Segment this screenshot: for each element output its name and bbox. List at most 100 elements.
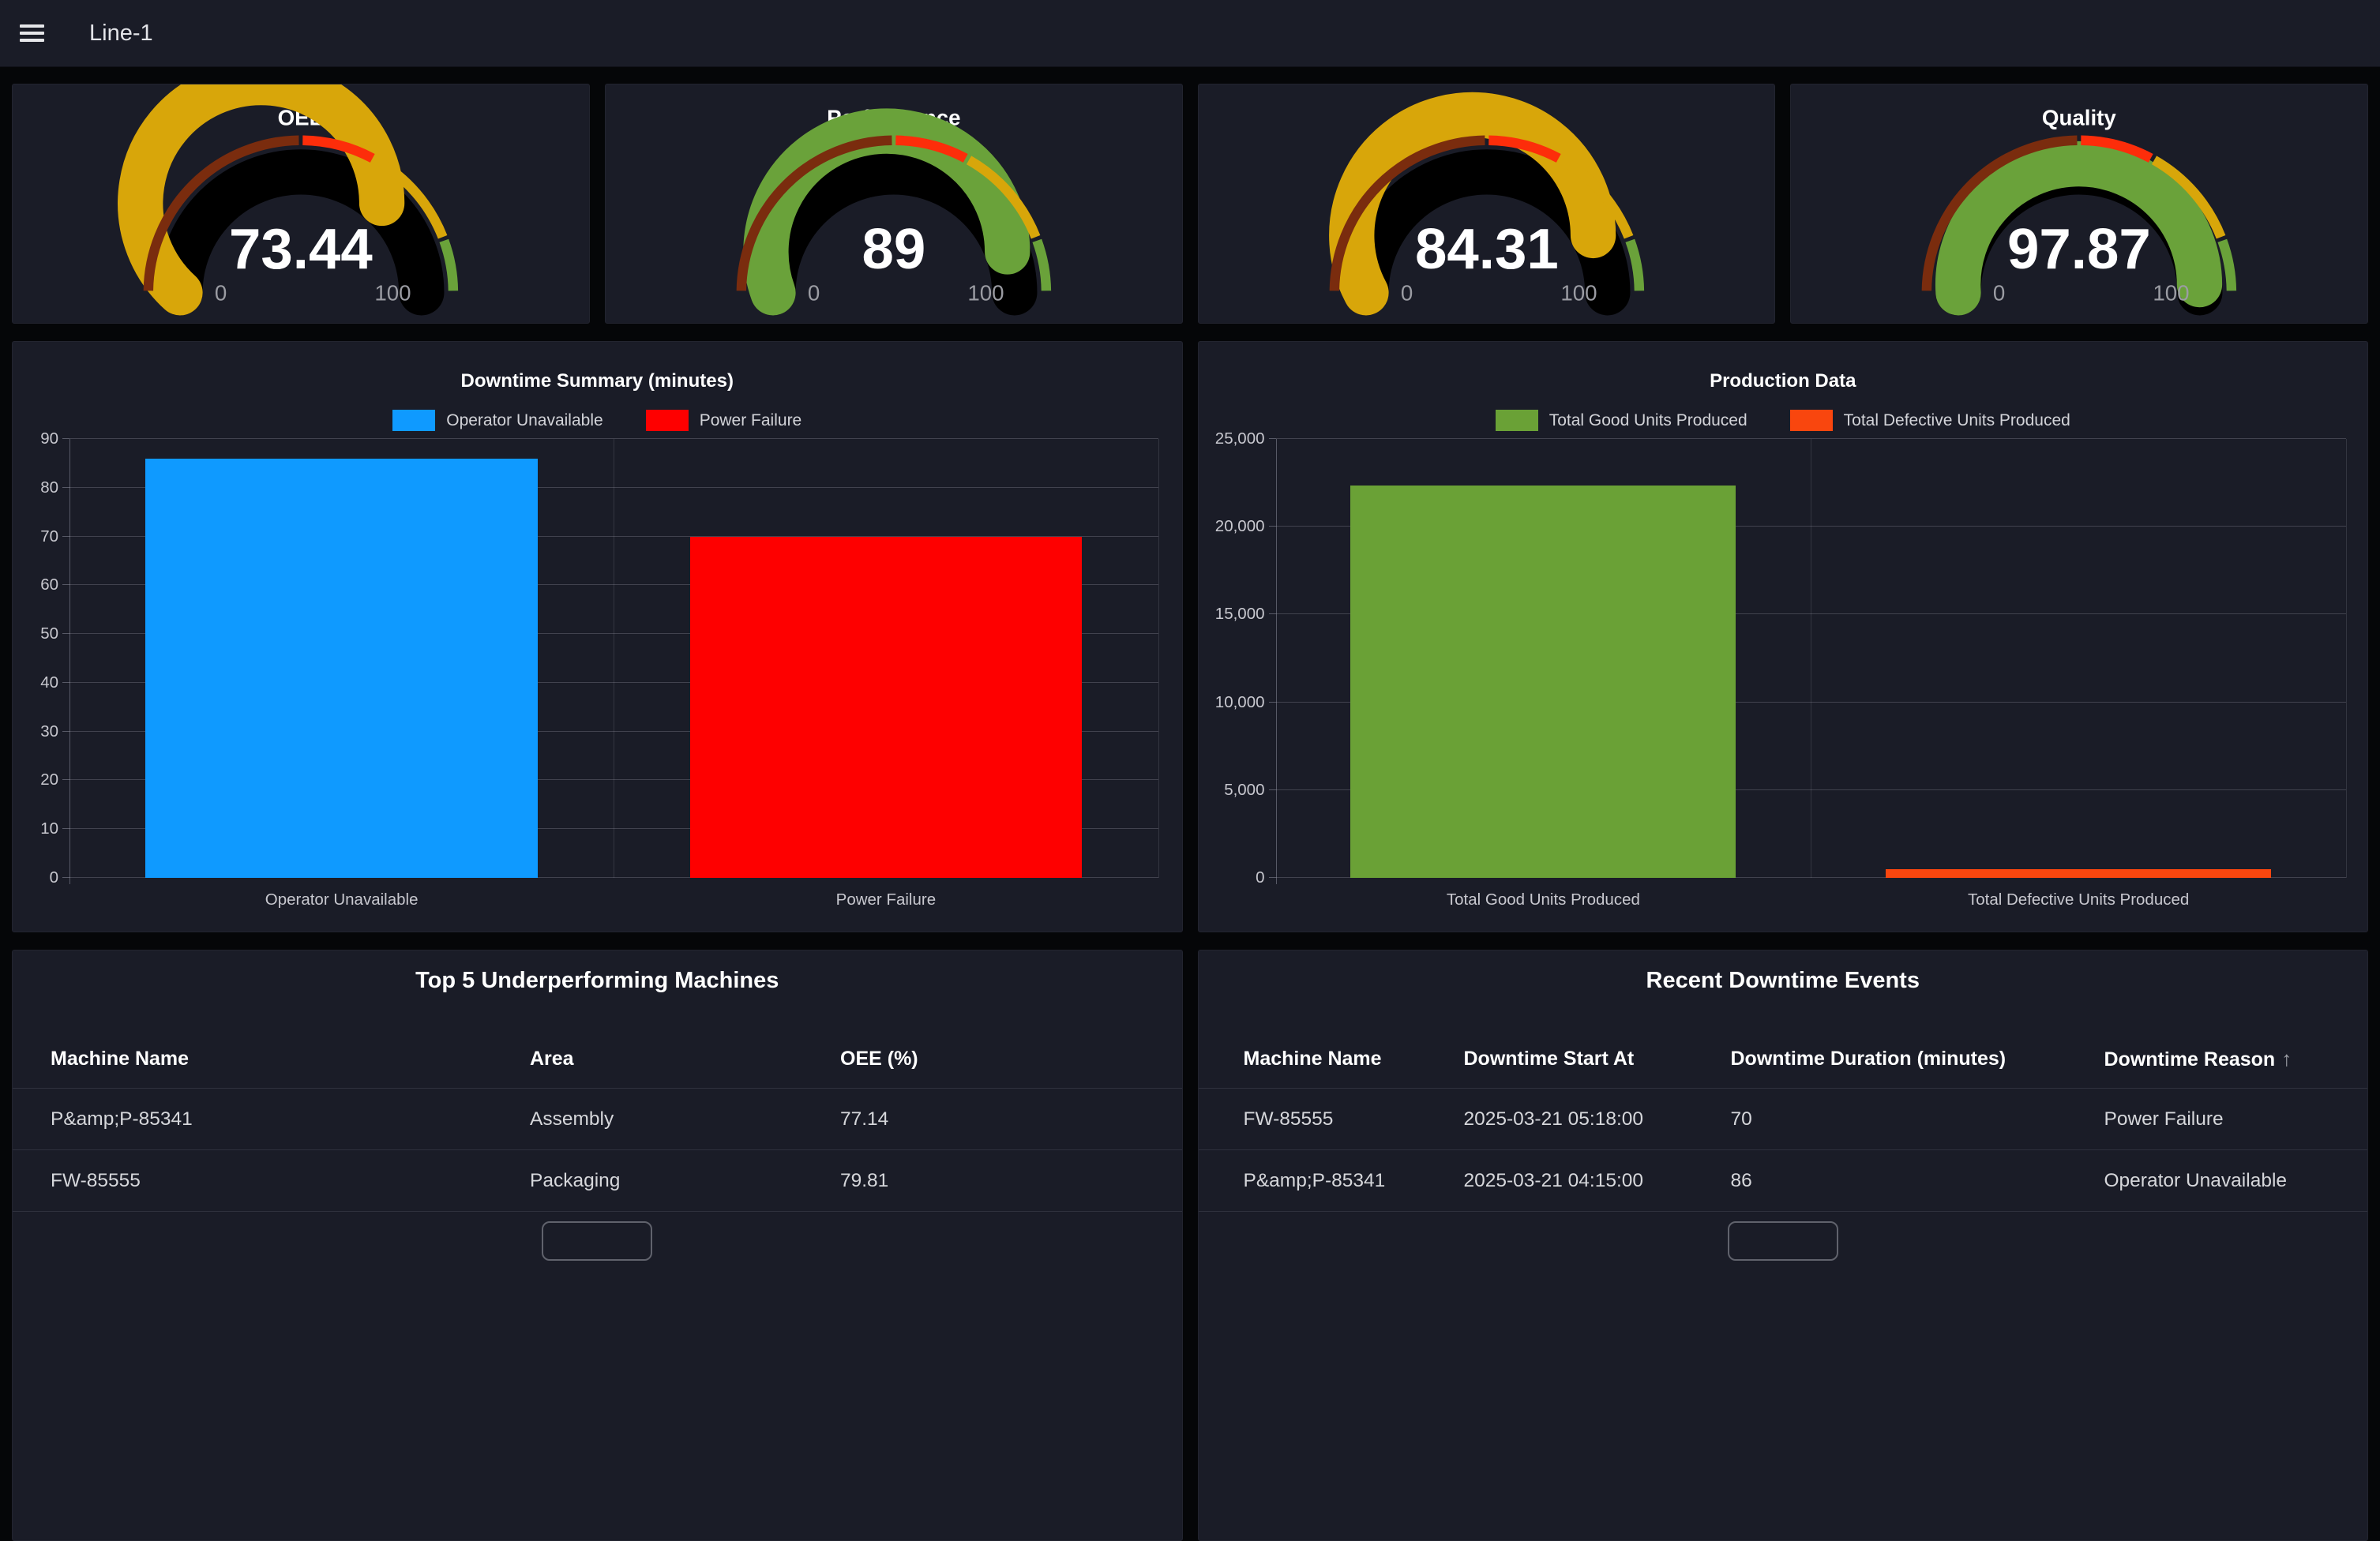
legend-label: Operator Unavailable: [446, 411, 603, 429]
axis-tick: [62, 486, 69, 488]
legend-swatch: [1495, 410, 1538, 431]
x-axis-label: Total Defective Units Produced: [1967, 890, 2190, 909]
panel-title: Production Data: [1710, 370, 1856, 392]
axis-tick: [62, 828, 69, 830]
gauge-max-label: 100: [2153, 280, 2190, 305]
gauge-max-label: 100: [1560, 280, 1597, 305]
y-tick-label: 20,000: [1214, 517, 1265, 536]
legend-item-total-good-units-produced[interactable]: Total Good Units Produced: [1495, 410, 1747, 431]
legend-item-operator-unavailable[interactable]: Operator Unavailable: [392, 410, 603, 431]
gridline: [69, 633, 1158, 635]
gauge-min-label: 0: [215, 280, 227, 305]
table-cell: P&amp;P-85341: [51, 1108, 193, 1130]
axis-tick: [1268, 613, 1276, 615]
gridline: [1275, 613, 2346, 615]
gauge-threshold-band: [1032, 238, 1051, 291]
recent-downtime-events-panel: Recent Downtime Events Machine Name Down…: [1197, 950, 2368, 1541]
bar-operator-unavailable[interactable]: [145, 458, 538, 878]
column-header-downtime-reason[interactable]: Downtime Reason ↑: [2104, 1047, 2368, 1071]
table-row-item: FW-85555 Packaging 79.81: [13, 1149, 1182, 1211]
column-header-downtime-duration[interactable]: Downtime Duration (minutes): [1730, 1048, 2006, 1070]
axis-tick: [62, 730, 69, 732]
gauge-track: [157, 149, 445, 316]
gridline: [1275, 701, 2346, 703]
column-header-downtime-start[interactable]: Downtime Start At: [1463, 1048, 1635, 1070]
table-cell: 79.81: [840, 1169, 889, 1191]
table-row: Top 5 Underperforming Machines Machine N…: [12, 950, 2368, 1541]
y-tick-label: 90: [40, 429, 58, 448]
gridline-vertical: [2346, 439, 2347, 878]
gridline: [69, 486, 1158, 488]
chart-legend: Operator Unavailable Power Failure: [13, 410, 1182, 431]
table-cell: 70: [1730, 1108, 1752, 1130]
gridline-vertical: [1158, 439, 1159, 878]
axis-tick: [1268, 877, 1276, 878]
y-tick-label: 0: [49, 868, 58, 887]
table-row-item: P&amp;P-85341 2025-03-21 04:15:00 86 Ope…: [1198, 1149, 2367, 1211]
table-cell: 2025-03-21 05:18:00: [1463, 1108, 1644, 1130]
quality-gauge: Quality 97.870 100: [1921, 106, 2237, 316]
y-tick-label: 15,000: [1214, 605, 1265, 624]
gauge-value-arc: [743, 108, 1030, 316]
hamburger-menu-icon[interactable]: [15, 16, 50, 51]
column-header-machine-name[interactable]: Machine Name: [51, 1048, 190, 1070]
gridline: [1275, 526, 2346, 527]
table-cell: FW-85555: [51, 1169, 141, 1191]
legend-item-power-failure[interactable]: Power Failure: [645, 410, 801, 431]
table-row-item: FW-85555 2025-03-21 05:18:00 70 Power Fa…: [1198, 1088, 2367, 1149]
gridline: [69, 584, 1158, 586]
axis-tick: [62, 633, 69, 635]
axis-tick: [62, 681, 69, 683]
underperforming-machines-panel: Top 5 Underperforming Machines Machine N…: [12, 950, 1183, 1541]
legend-swatch: [392, 410, 436, 431]
chart-row: Downtime Summary (minutes) Operator Unav…: [12, 341, 2368, 932]
performance-gauge-panel: Performance 89 0 100: [604, 84, 1183, 324]
y-tick-label: 5,000: [1224, 780, 1265, 799]
column-header-machine-name[interactable]: Machine Name: [1243, 1048, 1382, 1070]
dashboard-title: Line-1: [89, 20, 153, 46]
y-tick-label: 25,000: [1214, 429, 1265, 448]
y-tick-label: 10,000: [1214, 692, 1265, 711]
bar-total-good-units-produced[interactable]: [1350, 485, 1736, 878]
gauge-threshold-band: [1624, 238, 1644, 291]
legend-swatch: [1789, 410, 1833, 431]
column-header-area[interactable]: Area: [530, 1048, 574, 1070]
gauge-min-label: 0: [808, 280, 820, 305]
pagination-control[interactable]: [1727, 1221, 1838, 1261]
gauge-threshold-band: [143, 135, 299, 291]
table-cell: Packaging: [530, 1169, 621, 1191]
gauge-value: 84.31: [1415, 217, 1559, 281]
gauge-threshold-band: [439, 238, 459, 291]
gridline: [69, 730, 1158, 732]
y-tick-label: 80: [40, 478, 58, 497]
panel-title: Downtime Summary (minutes): [460, 370, 734, 392]
gauge-threshold-band: [736, 135, 892, 291]
panel-title: Top 5 Underperforming Machines: [415, 968, 779, 993]
legend-item-total-defective-units-produced[interactable]: Total Defective Units Produced: [1789, 410, 2070, 431]
pagination-control[interactable]: [542, 1221, 653, 1261]
gauge-value: 73.44: [229, 217, 373, 281]
panel-title: Recent Downtime Events: [1646, 968, 1920, 993]
x-axis-label: Operator Unavailable: [265, 890, 419, 909]
bar-power-failure[interactable]: [689, 536, 1082, 878]
axis-tick: [62, 877, 69, 878]
gauge-threshold-band: [2152, 156, 2226, 239]
gauge-threshold-band: [2217, 238, 2237, 291]
gridline: [1275, 877, 2346, 878]
y-tick-label: 30: [40, 722, 58, 741]
table-row-item: P&amp;P-85341 Assembly 77.14: [13, 1088, 1182, 1149]
gauge-threshold-band: [2081, 135, 2153, 163]
axis-tick: [1268, 438, 1276, 439]
oee-gauge-panel: OEE 73.44 0 100: [12, 84, 590, 324]
gauge-max-label: 100: [967, 280, 1004, 305]
table-cell: 77.14: [840, 1108, 889, 1130]
axis-tick: [62, 584, 69, 586]
table-cell: Power Failure: [2104, 1108, 2224, 1130]
bar-total-defective-units-produced[interactable]: [1886, 869, 2272, 878]
bar-chart-plot: 0 5,000 10,000 15,000 20,000 25,000 Total Good…: [1215, 429, 2347, 909]
axis-tick: [62, 438, 69, 439]
dashboard-grid: OEE 73.44 0 100 Performance 89 0 100 Availabil…: [0, 67, 2380, 1541]
column-header-label: Downtime Reason: [2104, 1048, 2276, 1070]
column-header-oee-pct[interactable]: OEE (%): [840, 1048, 918, 1070]
